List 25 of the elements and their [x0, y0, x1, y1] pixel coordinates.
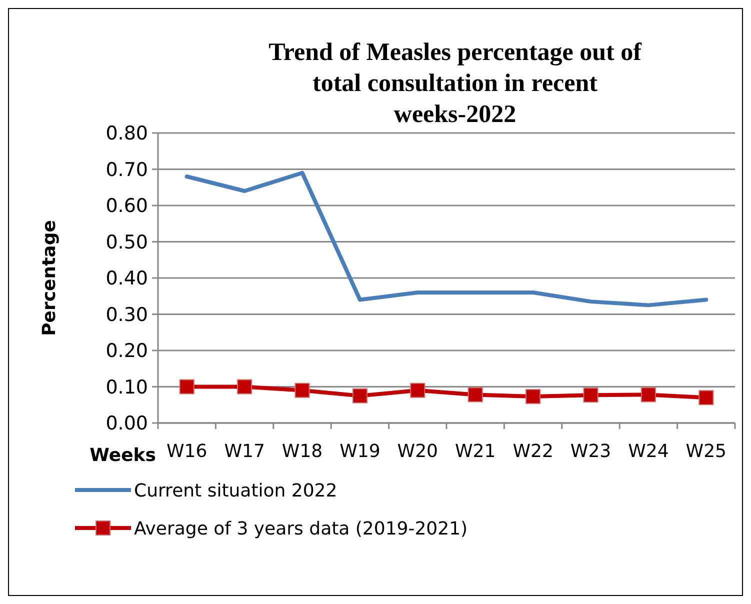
y-axis-title: Percentage: [39, 220, 60, 336]
legend-label: Current situation 2022: [134, 480, 338, 502]
x-tick-label: W24: [628, 441, 669, 462]
y-tick-label: 0.00: [106, 412, 148, 435]
y-tick-label: 0.20: [106, 340, 148, 362]
x-axis-title: Weeks: [90, 445, 156, 466]
y-tick-label: 0.80: [106, 122, 148, 145]
y-tick-label: 0.10: [106, 376, 148, 398]
x-tick-label: W21: [455, 441, 496, 462]
y-tick-label: 0.50: [106, 231, 148, 254]
x-tick-label: W23: [570, 441, 612, 462]
x-tick-label: W17: [224, 441, 265, 462]
y-tick-label: 0.40: [106, 268, 148, 290]
x-tick-label: W19: [340, 441, 380, 462]
x-tick-label: W18: [282, 441, 323, 462]
x-tick-label: W22: [512, 441, 554, 462]
x-tick-label: W20: [397, 441, 438, 462]
x-tick-label: W25: [686, 441, 726, 462]
x-tick-label: W16: [166, 441, 208, 462]
y-tick-label: 0.60: [106, 195, 148, 218]
chart-title: Trend of Measles percentage out of total consultation in recent weeks-2022: [268, 39, 642, 128]
y-tick-label: 0.70: [106, 158, 148, 181]
y-tick-label: 0.30: [106, 304, 148, 326]
line-series: [184, 170, 708, 308]
legend-label: Average of 3 years data (2019-2021): [134, 518, 468, 540]
